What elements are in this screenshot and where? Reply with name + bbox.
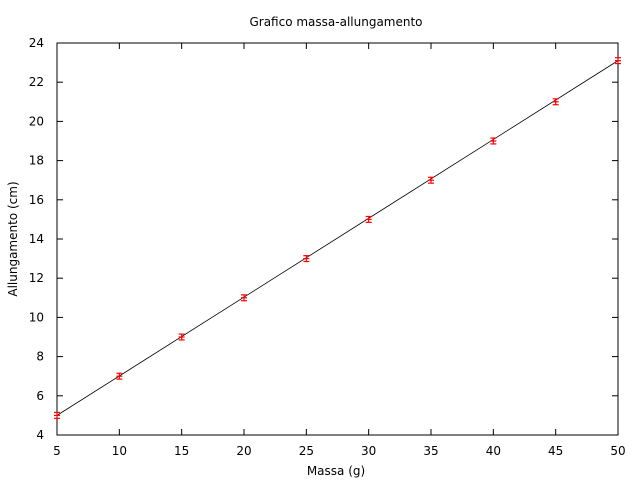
- y-tick-label: 18: [29, 154, 44, 168]
- plot-data: [54, 57, 621, 419]
- y-tick-label: 16: [29, 193, 44, 207]
- x-tick-label: 25: [299, 444, 314, 458]
- x-tick-label: 30: [361, 444, 376, 458]
- data-point: [303, 255, 310, 263]
- data-point: [54, 411, 60, 419]
- data-point: [178, 333, 185, 341]
- x-tick-label: 40: [486, 444, 501, 458]
- x-tick-label: 20: [236, 444, 251, 458]
- data-point: [552, 98, 559, 106]
- x-tick-label: 50: [610, 444, 625, 458]
- axes: 5 10 15 20 25 30 35 40 45 50 4 6 8 10 12 14 16 18 20 22 24: [29, 36, 626, 458]
- x-tick-label: 15: [174, 444, 189, 458]
- y-tick-label: 6: [36, 389, 44, 403]
- x-tick-label: 35: [423, 444, 438, 458]
- x-axis-label: Massa (g): [307, 464, 365, 478]
- data-point: [241, 294, 247, 302]
- y-tick-label: 14: [29, 232, 44, 246]
- x-tick-label: 45: [548, 444, 563, 458]
- y-tick-label: 10: [29, 310, 44, 324]
- y-tick-label: 24: [29, 36, 44, 50]
- chart-title: Grafico massa-allungamento: [249, 15, 422, 29]
- y-tick-label: 8: [36, 350, 44, 364]
- data-point: [490, 137, 497, 145]
- y-tick-label: 12: [29, 271, 44, 285]
- fit-line: [56, 60, 619, 416]
- y-tick-label: 22: [29, 75, 44, 89]
- data-point: [428, 176, 434, 184]
- data-point: [365, 215, 372, 223]
- x-tick-label: 10: [112, 444, 127, 458]
- y-tick-label: 20: [29, 114, 44, 128]
- x-tick-label: 5: [53, 444, 61, 458]
- data-point: [615, 57, 621, 65]
- data-point: [116, 372, 123, 380]
- y-tick-label: 4: [36, 428, 44, 442]
- y-axis-label: Allungamento (cm): [6, 181, 20, 296]
